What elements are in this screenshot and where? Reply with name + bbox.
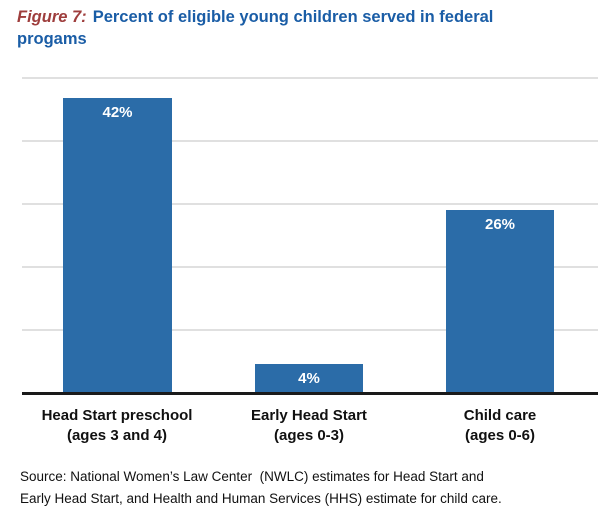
gridline bbox=[22, 266, 598, 268]
bar-value-label: 4% bbox=[298, 370, 320, 387]
source-note: Source: National Women’s Law Center (NWL… bbox=[20, 466, 502, 510]
bar-early-head-start: 4% bbox=[255, 364, 363, 392]
x-axis-label-line1: Head Start preschool bbox=[41, 407, 193, 424]
x-axis-label-line2: (ages 0-6) bbox=[464, 427, 536, 444]
x-axis-label-head-start-preschool: Head Start preschool (ages 3 and 4) bbox=[7, 406, 227, 446]
figure-title: Figure 7: Percent of eligible young child… bbox=[17, 6, 522, 50]
gridline bbox=[22, 203, 598, 205]
x-axis-label-line2: (ages 0-3) bbox=[273, 427, 345, 444]
figure-title-text: Percent of eligible young children serve… bbox=[17, 8, 494, 48]
bar-chart-plot-area: 42% 4% 26% Head Start preschool (ages 3 … bbox=[22, 77, 598, 444]
bar-value-label: 42% bbox=[102, 104, 133, 121]
bar-child-care: 26% bbox=[446, 210, 554, 392]
x-axis-label-line1: Early Head Start bbox=[251, 407, 367, 424]
x-axis-label-line2: (ages 3 and 4) bbox=[66, 427, 168, 444]
x-axis-label-line1: Child care bbox=[463, 407, 537, 424]
x-axis-label-child-care: Child care (ages 0-6) bbox=[390, 406, 607, 446]
source-note-line2: Early Head Start, and Health and Human S… bbox=[20, 491, 502, 506]
bar-head-start-preschool: 42% bbox=[63, 98, 172, 392]
gridline bbox=[22, 329, 598, 331]
source-note-line1: Source: National Women’s Law Center (NWL… bbox=[20, 469, 484, 484]
x-axis-label-early-head-start: Early Head Start (ages 0-3) bbox=[199, 406, 419, 446]
gridline bbox=[22, 140, 598, 142]
gridline bbox=[22, 77, 598, 79]
bar-value-label: 26% bbox=[484, 216, 516, 233]
figure-number-label: Figure 7: bbox=[17, 8, 87, 26]
